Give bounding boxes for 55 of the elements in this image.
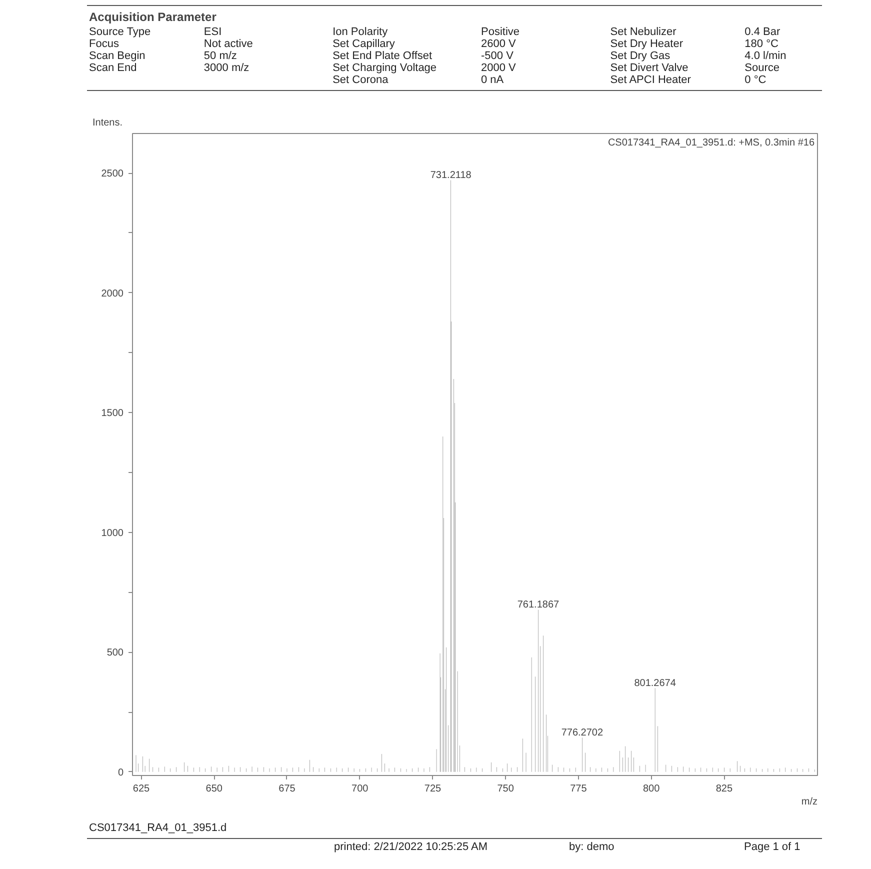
text: printed: 2/21/2022 10:25:25 AM bbox=[334, 840, 489, 855]
annotation: 776.2702 bbox=[561, 728, 604, 739]
text: Set Dry Gas bbox=[610, 50, 672, 62]
text: 3000 m/z bbox=[204, 62, 250, 74]
y-tick-label: 500 bbox=[106, 648, 124, 659]
annotation: 761.1867 bbox=[517, 600, 560, 611]
text: Set Corona bbox=[332, 74, 390, 86]
x-tick-label: 775 bbox=[570, 784, 588, 794]
text: CS017341_RA4_01_3951.d bbox=[87, 820, 822, 839]
y-tick-label: 2000 bbox=[101, 288, 124, 300]
text: Set Capillary bbox=[332, 38, 396, 50]
source-note: Source Type bbox=[89, 26, 152, 38]
x-tick-label: 625 bbox=[132, 784, 150, 794]
text: Set APCI Heater bbox=[610, 74, 692, 86]
text: 2000 V bbox=[481, 62, 517, 74]
text: Page 1 of 1 bbox=[744, 840, 800, 855]
text: 2600 V bbox=[481, 38, 517, 50]
text: Not active bbox=[204, 38, 254, 50]
annotation: CS017341_RA4_01_3951.d: +MS, 0.3min #16 bbox=[608, 138, 815, 148]
x-tick-label: 750 bbox=[497, 784, 514, 794]
x-tick-label: 700 bbox=[352, 784, 369, 794]
x-tick-label: 825 bbox=[716, 784, 734, 794]
y-axis-title: Intens. bbox=[92, 118, 123, 128]
text: 0 nA bbox=[481, 74, 505, 86]
x-tick-label: 675 bbox=[278, 784, 296, 794]
text: Scan End bbox=[89, 62, 138, 74]
text: Set End Plate Offset bbox=[332, 50, 434, 62]
text: Set Nebulizer bbox=[610, 26, 678, 38]
text: Focus bbox=[89, 38, 120, 50]
text: ESI bbox=[204, 26, 223, 38]
y-tick-label: 2500 bbox=[101, 168, 124, 180]
text: 0.4 Bar bbox=[744, 26, 782, 38]
text: 0 °C bbox=[744, 74, 768, 86]
text: Set Dry Heater bbox=[610, 38, 684, 50]
y-tick-label: 0 bbox=[118, 767, 124, 778]
text: Ion Polarity bbox=[332, 26, 389, 38]
annotation: 801.2674 bbox=[634, 678, 676, 690]
x-tick-label: 725 bbox=[424, 784, 442, 794]
chart-title: Acquisition Parameter bbox=[89, 9, 218, 26]
text: 50 m/z bbox=[204, 50, 238, 62]
text: 4.0 l/min bbox=[744, 50, 788, 62]
text: Positive bbox=[481, 26, 521, 38]
text: 180 °C bbox=[744, 38, 780, 50]
text: Scan Begin bbox=[89, 50, 146, 62]
x-tick-label: 650 bbox=[206, 784, 223, 794]
x-tick-label: 800 bbox=[643, 784, 660, 794]
y-tick-label: 1000 bbox=[101, 528, 124, 539]
text: Set Divert Valve bbox=[610, 62, 690, 74]
y-tick-label: 1500 bbox=[101, 408, 124, 420]
annotation: 731.2118 bbox=[430, 170, 472, 182]
x-axis-title: m/z bbox=[801, 796, 818, 808]
text: -500 V bbox=[481, 50, 514, 62]
text: by: demo bbox=[569, 840, 616, 855]
text: Source bbox=[744, 62, 781, 74]
text: Set Charging Voltage bbox=[332, 62, 438, 74]
